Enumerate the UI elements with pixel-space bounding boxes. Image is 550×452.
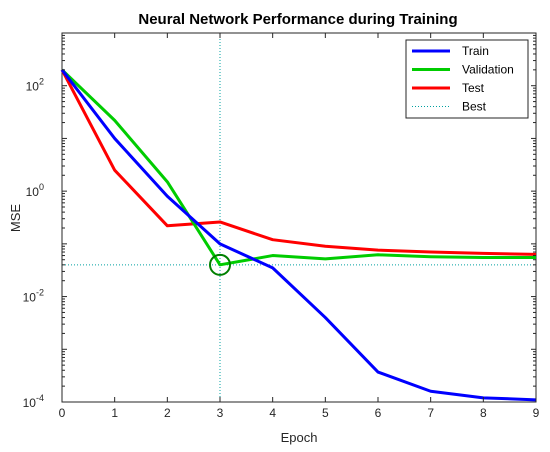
y-tick-label: 100 bbox=[26, 182, 44, 199]
x-tick-label: 1 bbox=[111, 406, 118, 420]
legend-label-train: Train bbox=[462, 44, 489, 58]
x-tick-label: 2 bbox=[164, 406, 171, 420]
x-tick-label: 3 bbox=[217, 406, 224, 420]
legend-label-test: Test bbox=[462, 81, 485, 95]
best-guides bbox=[62, 33, 536, 402]
x-tick-label: 0 bbox=[59, 406, 66, 420]
legend-label-best: Best bbox=[462, 100, 487, 114]
best-marker bbox=[209, 253, 231, 276]
series-line-train bbox=[60, 68, 537, 402]
series-lines bbox=[60, 68, 537, 402]
y-tick-base: 10 bbox=[26, 80, 40, 94]
x-tick-label: 7 bbox=[427, 406, 434, 420]
x-tick-label: 5 bbox=[322, 406, 329, 420]
y-tick-exponent: 2 bbox=[39, 77, 44, 87]
x-tick-label: 8 bbox=[480, 406, 487, 420]
series-line-test bbox=[60, 69, 537, 256]
series-line-validation bbox=[60, 68, 536, 267]
y-tick-exponent: -4 bbox=[36, 393, 44, 403]
y-tick-base: 10 bbox=[23, 291, 37, 305]
legend-label-validation: Validation bbox=[462, 63, 514, 77]
y-tick-exponent: 0 bbox=[39, 182, 44, 192]
y-tick-label: 10-4 bbox=[23, 393, 44, 410]
y-tick-base: 10 bbox=[26, 185, 40, 199]
y-tick-exponent: -2 bbox=[36, 288, 44, 298]
y-tick-base: 10 bbox=[23, 396, 37, 410]
x-axis-label: Epoch bbox=[281, 430, 318, 445]
legend-box bbox=[405, 39, 529, 119]
y-tick-label: 102 bbox=[26, 77, 44, 94]
chart-title: Neural Network Performance during Traini… bbox=[138, 11, 457, 28]
x-tick-label: 9 bbox=[533, 406, 540, 420]
y-axis-label: MSE bbox=[8, 204, 23, 233]
best-point-marker bbox=[209, 253, 231, 276]
x-axis: 0 1 2 3 4 5 6 7 8 9 bbox=[59, 33, 540, 420]
legend: Train Validation Test Best bbox=[405, 39, 529, 119]
y-tick-label: 10-2 bbox=[23, 288, 44, 305]
x-tick-label: 4 bbox=[269, 406, 276, 420]
x-tick-label: 6 bbox=[375, 406, 382, 420]
